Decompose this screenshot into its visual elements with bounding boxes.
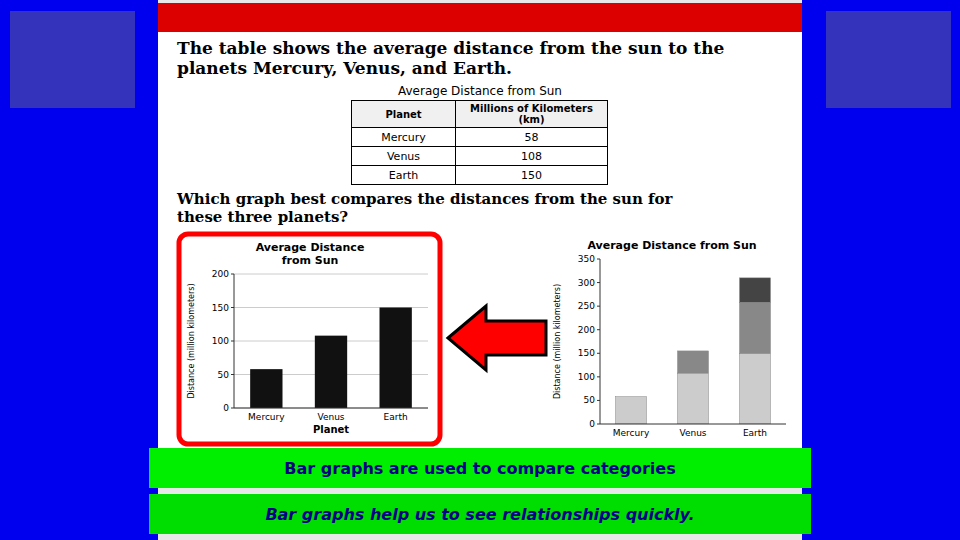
tick-label: 0	[589, 419, 595, 429]
bar-segment	[616, 396, 647, 397]
y-axis	[600, 259, 601, 424]
text-line: from Sun	[282, 254, 339, 267]
tick-label: 100	[212, 336, 229, 346]
title: The table shows the average distance fro…	[177, 38, 724, 78]
highlight-border	[179, 234, 440, 444]
category-label: Mercury	[613, 428, 650, 438]
tick-label: 350	[578, 254, 595, 264]
bars	[250, 308, 412, 409]
category-label: Venus	[679, 428, 706, 438]
corner-square	[10, 11, 135, 108]
table-row: Venus108	[352, 147, 608, 166]
page: The table shows the average distance fro…	[0, 0, 960, 540]
tick-label: 50	[584, 395, 596, 405]
tick-label: 200	[212, 269, 229, 279]
bar-segment	[678, 350, 709, 351]
tick-label: 300	[578, 278, 595, 288]
table-header-row: PlanetMillions of Kilometers (km)	[352, 101, 608, 128]
bar-segment	[740, 302, 771, 353]
y-label: Distance (million kilometers)	[553, 284, 562, 399]
bars	[616, 278, 771, 424]
category-label: Earth	[384, 412, 408, 422]
table-cell: 108	[456, 147, 608, 166]
bar	[315, 336, 347, 408]
tick-label: 200	[578, 325, 595, 335]
text-line: Average Distance	[256, 241, 365, 254]
corner-square	[826, 11, 951, 108]
y-axis	[234, 274, 235, 408]
bar-segment	[678, 373, 709, 424]
data-table: PlanetMillions of Kilometers (km)Mercury…	[351, 100, 608, 185]
category-label: Venus	[317, 412, 344, 422]
category-label: Mercury	[248, 412, 285, 422]
bar-segment	[616, 396, 647, 397]
table-cell: 58	[456, 128, 608, 147]
banner: Bar graphs are used to compare categorie…	[149, 448, 811, 488]
x-axis	[234, 408, 428, 409]
chart: Average Distance from Sun 0 50 100 150 200 250…	[553, 239, 786, 438]
chart: Average Distancefrom Sun 0 50 100 150 200 Merc…	[187, 241, 428, 435]
table-cell: Mercury	[352, 128, 456, 147]
chart-title: Average Distancefrom Sun	[256, 241, 365, 267]
arrow	[448, 306, 546, 370]
x-axis	[600, 424, 786, 425]
table-header-cell: Millions of Kilometers (km)	[456, 101, 608, 128]
table-cell: Earth	[352, 166, 456, 185]
charts-layer: Average Distancefrom Sun 0 50 100 150 200 Merc…	[0, 0, 960, 540]
bar-segment	[740, 278, 771, 303]
y-label: Distance (million kilometers)	[187, 283, 196, 398]
table-row: Earth150	[352, 166, 608, 185]
tick-label: 150	[578, 348, 595, 358]
bar-segment	[616, 397, 647, 424]
table-cell: Venus	[352, 147, 456, 166]
grid-line	[234, 408, 428, 409]
tick-label: 100	[578, 372, 595, 382]
question: Which graph best compares the distances …	[177, 190, 672, 226]
x-label: Planet	[313, 424, 349, 435]
tick-label: 0	[223, 403, 229, 413]
grid-line	[234, 274, 428, 275]
bar-segment	[678, 351, 709, 373]
banner: Bar graphs help us to see relationships …	[149, 494, 811, 534]
tick-label: 50	[218, 370, 230, 380]
top-bar	[158, 3, 802, 33]
chart-title: Average Distance from Sun	[587, 239, 756, 252]
category-label: Earth	[743, 428, 767, 438]
table-cell: 150	[456, 166, 608, 185]
bar-segment	[740, 353, 771, 424]
tick-label: 150	[212, 303, 229, 313]
tick-label: 250	[578, 301, 595, 311]
text-line: Average Distance from Sun	[587, 239, 756, 252]
bar	[250, 369, 282, 408]
table-header-cell: Planet	[352, 101, 456, 128]
table-title: Average Distance from Sun	[158, 84, 802, 98]
bar	[380, 308, 412, 409]
table-row: Mercury58	[352, 128, 608, 147]
